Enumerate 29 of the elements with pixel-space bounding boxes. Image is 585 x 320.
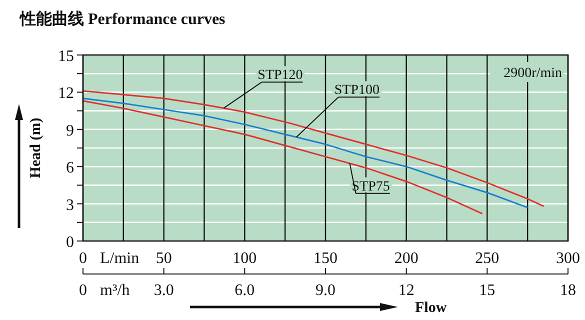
x2-tick-label: 15 xyxy=(479,282,496,299)
y-tick-label: 12 xyxy=(58,85,74,102)
x-tick-label: 50 xyxy=(156,250,172,267)
y-tick-label: 15 xyxy=(58,48,74,65)
annotation: 2900r/min xyxy=(504,66,562,81)
x2-tick-label: 18 xyxy=(560,282,576,299)
x2-tick-label: 12 xyxy=(398,282,414,299)
x-tick-label: 250 xyxy=(475,250,500,267)
x2-tick-label: 3.0 xyxy=(154,282,174,299)
x2-tick-label: 0 xyxy=(79,282,87,299)
x2-tick-label: 6.0 xyxy=(234,282,255,299)
text: STP100 xyxy=(334,83,380,98)
y-tick-label: 3 xyxy=(66,196,74,214)
x2-tick-label: 9.0 xyxy=(316,282,336,299)
y-axis-title: Head (m) xyxy=(28,118,44,178)
x-tick-label: 200 xyxy=(394,250,418,267)
text: L/min xyxy=(100,250,140,267)
y-tick-label: 0 xyxy=(66,234,74,251)
chart-title: 性能曲线 Performance curves xyxy=(19,10,226,28)
x-tick-label: 150 xyxy=(314,250,338,267)
y-tick-label: 6 xyxy=(66,160,74,177)
x-tick-label: 0 xyxy=(79,250,87,267)
line-series xyxy=(82,100,484,214)
x-tick-label: 100 xyxy=(232,250,257,267)
x-axis-title: Flow xyxy=(415,300,447,316)
text: STP120 xyxy=(258,68,303,84)
y-tick-label: 9 xyxy=(66,122,74,140)
text: m³/h xyxy=(100,282,130,299)
x-tick-label: 300 xyxy=(556,250,580,267)
